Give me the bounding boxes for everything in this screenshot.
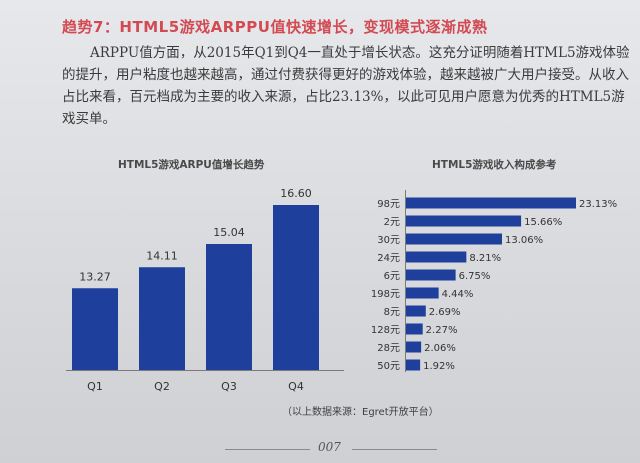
revenue-bar [406,305,426,317]
revenue-value-label: 1.92% [423,361,455,372]
revenue-value-label: 2.69% [429,307,461,318]
revenue-bar [406,359,421,371]
revenue-category-label: 6元 [384,271,400,282]
revenue-bar [406,251,467,263]
revenue-category-label: 30元 [377,235,400,246]
revenue-bar [406,269,456,281]
revenue-value-label: 6.75% [459,271,491,282]
revenue-value-label: 8.21% [469,253,501,264]
arpu-chart-title: HTML5游戏ARPU值增长趋势 [118,159,265,171]
arpu-category-label: Q1 [87,380,103,393]
arpu-bar-chart: 13.27 Q1 14.11 Q2 15.04 Q3 16.60 Q4 [66,187,344,393]
revenue-bar [406,233,502,245]
revenue-category-label: 28元 [377,343,400,354]
revenue-category-label: 8元 [384,307,400,318]
revenue-bar [406,197,576,209]
arpu-category-label: Q4 [288,380,304,393]
revenue-value-label: 23.13% [579,199,617,210]
arpu-value-label: 15.04 [213,226,245,239]
arpu-value-label: 13.27 [79,270,111,283]
revenue-bar [406,215,522,227]
revenue-category-label: 2元 [384,217,400,228]
revenue-chart-title: HTML5游戏收入构成参考 [432,159,557,171]
revenue-value-label: 2.06% [424,343,456,354]
arpu-bar [206,244,252,370]
arpu-value-label: 16.60 [280,187,312,200]
revenue-value-label: 2.27% [426,325,458,336]
body-paragraph-text: ARPPU值方面，从2015年Q1到Q4一直处于增长状态。这充分证明随着HTML… [62,45,630,127]
footer-rule-right [352,449,437,450]
page-number: 007 [318,440,341,454]
revenue-bar-chart: 98元 23.13% 2元 15.66% 30元 13.06% 24元 8.21% 6元 6.75… [371,190,617,372]
arpu-bar [72,288,118,370]
body-paragraph: ARPPU值方面，从2015年Q1到Q4一直处于增长状态。这充分证明随着HTML… [62,42,632,130]
arpu-category-label: Q2 [154,380,170,393]
arpu-value-label: 14.11 [146,249,178,262]
revenue-value-label: 15.66% [524,217,562,228]
arpu-category-label: Q3 [221,380,237,393]
revenue-bar [406,323,423,335]
revenue-category-label: 98元 [377,199,400,210]
revenue-value-label: 13.06% [505,235,543,246]
revenue-bar [406,341,422,353]
revenue-bar [406,287,439,299]
revenue-category-label: 198元 [371,289,400,300]
data-source-note: （以上数据来源：Egret开放平台） [282,407,439,418]
arpu-bar [273,205,319,370]
footer-rule-left [225,449,310,450]
revenue-category-label: 50元 [377,361,400,372]
revenue-category-label: 128元 [371,325,400,336]
arpu-bar [139,267,185,370]
revenue-value-label: 4.44% [442,289,474,300]
revenue-category-label: 24元 [377,253,400,264]
section-heading: 趋势7：HTML5游戏ARPPU值快速增长，变现模式逐渐成熟 [62,18,488,36]
